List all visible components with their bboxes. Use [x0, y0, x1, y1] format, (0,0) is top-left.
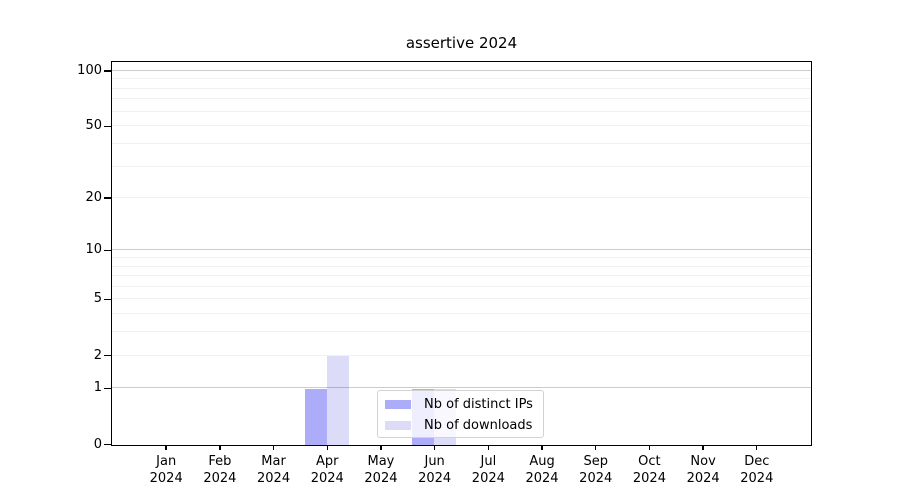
- year-label: 2024: [579, 471, 613, 486]
- y-tick-label: 1: [93, 380, 102, 396]
- year-label: 2024: [686, 471, 720, 486]
- year-label: 2024: [310, 471, 344, 486]
- y-tick-mark: [104, 249, 112, 252]
- x-tick-label: Mar 2024: [239, 453, 309, 487]
- x-tick-mark: [165, 445, 167, 450]
- month-label: Oct: [638, 454, 661, 469]
- x-tick-mark: [380, 445, 382, 450]
- x-tick-mark: [541, 445, 543, 450]
- gridline-minor: [112, 142, 811, 144]
- legend-row: Nb of downloads: [385, 415, 543, 436]
- x-tick-label: Dec 2024: [722, 453, 792, 487]
- x-tick-label: Aug 2024: [507, 453, 577, 487]
- month-label: Jul: [480, 454, 497, 469]
- y-tick-mark: [104, 70, 112, 72]
- y-tick-label: 0: [93, 436, 102, 452]
- year-label: 2024: [740, 471, 774, 486]
- year-label: 2024: [525, 471, 559, 486]
- x-tick-mark: [702, 445, 704, 450]
- legend-swatch-nb-of-downloads: [385, 421, 411, 430]
- y-tick-mark: [104, 298, 112, 301]
- legend-label: Nb of distinct IPs: [424, 397, 533, 412]
- year-label: 2024: [203, 471, 237, 486]
- gridline-minor: [112, 98, 811, 100]
- x-tick-mark: [433, 445, 436, 450]
- bar-nb-of-downloads-apr: [326, 356, 349, 445]
- y-tick-label: 10: [85, 242, 102, 258]
- gridline-minor: [112, 87, 811, 89]
- bar-nb-of-distinct-ips-apr: [304, 388, 327, 445]
- legend-label: Nb of downloads: [424, 418, 533, 433]
- y-tick-label: 2: [93, 347, 102, 363]
- x-tick-mark: [487, 445, 490, 450]
- x-tick-label: Apr 2024: [292, 453, 362, 487]
- x-tick-mark: [326, 445, 328, 450]
- month-label: Jun: [424, 454, 445, 469]
- gridline-minor: [112, 354, 811, 356]
- gridline-minor: [112, 78, 811, 80]
- month-label: Apr: [316, 454, 339, 469]
- gridline-minor: [112, 265, 811, 267]
- x-tick-mark: [648, 445, 651, 450]
- legend-row: Nb of distinct IPs: [385, 394, 543, 415]
- y-tick-label: 50: [85, 118, 102, 134]
- x-tick-label: Nov 2024: [668, 453, 738, 487]
- month-label: Sep: [583, 454, 608, 469]
- gridline-minor: [112, 275, 811, 277]
- gridline-major: [112, 249, 811, 251]
- gridline-minor: [112, 110, 811, 112]
- legend-swatch-nb-of-distinct-ips: [385, 400, 411, 409]
- gridline-minor: [112, 331, 811, 333]
- gridline-major: [112, 69, 811, 71]
- y-tick-label: 100: [77, 62, 102, 78]
- gridline-minor: [112, 165, 811, 167]
- month-label: Dec: [744, 454, 770, 469]
- gridline-major: [112, 387, 811, 389]
- gridline-minor: [112, 313, 811, 315]
- gridline-minor: [112, 285, 811, 287]
- month-label: May: [367, 454, 395, 469]
- month-label: Nov: [690, 454, 716, 469]
- y-tick-label: 20: [85, 190, 102, 206]
- y-tick-mark: [104, 125, 112, 127]
- month-label: Mar: [261, 454, 286, 469]
- year-label: 2024: [418, 471, 452, 486]
- x-tick-label: Jul 2024: [453, 453, 523, 487]
- month-label: Aug: [529, 454, 555, 469]
- legend: Nb of distinct IPs Nb of downloads: [377, 390, 544, 438]
- y-tick-mark: [104, 443, 112, 446]
- gridline-minor: [112, 197, 811, 199]
- year-label: 2024: [632, 471, 666, 486]
- y-tick-label: 5: [93, 291, 102, 307]
- x-tick-mark: [595, 445, 597, 450]
- y-tick-mark: [104, 387, 112, 390]
- year-label: 2024: [149, 471, 183, 486]
- y-tick-mark: [104, 197, 112, 199]
- x-tick-label: Jun 2024: [400, 453, 470, 487]
- y-tick-mark: [104, 354, 112, 357]
- x-tick-mark: [756, 445, 758, 450]
- x-tick-label: Sep 2024: [561, 453, 631, 487]
- month-label: Feb: [208, 454, 232, 469]
- gridline-minor: [112, 125, 811, 127]
- year-label: 2024: [471, 471, 505, 486]
- x-tick-label: Oct 2024: [614, 453, 684, 487]
- gridline-minor: [112, 257, 811, 259]
- x-tick-label: May 2024: [346, 453, 416, 487]
- x-tick-mark: [272, 445, 275, 450]
- year-label: 2024: [364, 471, 398, 486]
- plot-area: Nb of distinct IPs Nb of downloads: [111, 61, 812, 446]
- month-label: Jan: [156, 454, 177, 469]
- chart-title: assertive 2024: [405, 34, 518, 52]
- year-label: 2024: [257, 471, 291, 486]
- gridline-minor: [112, 298, 811, 300]
- x-tick-mark: [219, 445, 221, 450]
- x-tick-label: Feb 2024: [185, 453, 255, 487]
- x-tick-label: Jan 2024: [131, 453, 201, 487]
